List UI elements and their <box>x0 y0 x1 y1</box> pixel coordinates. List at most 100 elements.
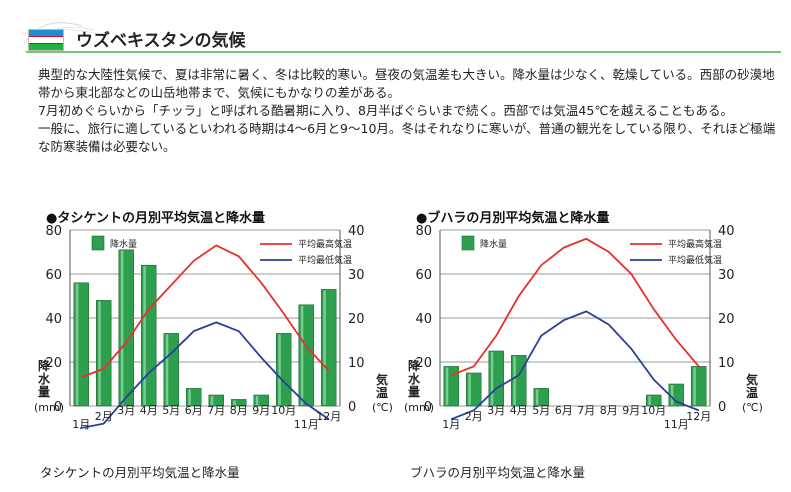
uzbekistan-flag-icon <box>28 29 64 51</box>
left-axis-label-char: 水 <box>38 371 51 386</box>
legend-min-label: 平均最低気温 <box>668 254 722 266</box>
month-label: 1月 <box>72 418 90 431</box>
right-axis-unit: (℃) <box>372 401 393 414</box>
right-tick-label: 20 <box>348 312 365 327</box>
left-tick-label: 60 <box>415 268 432 283</box>
left-axis-unit: (mm) <box>404 401 434 414</box>
month-label: 12月 <box>686 410 711 423</box>
right-tick-label: 20 <box>718 312 735 327</box>
page-title: ウズベキスタンの気候 <box>76 31 246 51</box>
month-label: 6月 <box>555 404 573 417</box>
tashkent-chart-caption: タシケントの月別平均気温と降水量 <box>40 465 240 480</box>
precipitation-bar-highlight <box>188 389 191 405</box>
precipitation-bar <box>231 399 247 407</box>
min-temperature-line <box>81 321 330 429</box>
precipitation-bar-highlight <box>233 400 236 405</box>
month-label: 7月 <box>207 404 225 417</box>
bukhara-climate-chart: ●ブハラの月別平均気温と降水量 0 20 40 60 80 0 10 20 30 40 1月 2月 3月 4… <box>404 210 763 431</box>
section-header: ウズベキスタンの気候 <box>22 20 782 52</box>
precipitation-bar <box>253 394 269 407</box>
precipitation-bar-highlight <box>445 367 449 405</box>
month-label: 11月 <box>294 418 319 431</box>
legend-bar-label: 降水量 <box>110 238 137 250</box>
month-label: 8月 <box>230 404 248 417</box>
title-divider <box>26 51 781 53</box>
left-tick-label: 40 <box>45 312 62 327</box>
left-axis-label-char: 量 <box>408 385 420 399</box>
month-label: 10月 <box>641 404 666 417</box>
precipitation-bar-highlight <box>210 396 214 405</box>
left-tick-label: 60 <box>45 268 62 283</box>
precipitation-bar-highlight <box>120 250 124 405</box>
month-label: 4月 <box>140 404 158 417</box>
max-temperature-line <box>80 244 330 379</box>
precipitation-bar-highlight <box>468 374 471 405</box>
month-label: 5月 <box>162 404 180 417</box>
precipitation-bar-highlight <box>143 266 146 405</box>
precipitation-bar-highlight <box>255 396 259 405</box>
description-paragraph: 一般に、旅行に適しているといわれる時期は4〜6月と9〜10月。冬はそれなりに寒い… <box>38 121 776 154</box>
description: 典型的な大陸性気候で、夏は非常に暑く、冬は比較的寒い。昼夜の気温差も大きい。降水… <box>38 66 783 156</box>
precipitation-bar-highlight <box>75 283 79 405</box>
left-axis-unit: (mm) <box>34 401 64 414</box>
right-tick-label: 10 <box>718 356 735 371</box>
right-axis-label-char: 温 <box>746 386 758 400</box>
min-temperature-line <box>450 310 700 421</box>
left-tick-label: 20 <box>45 356 62 371</box>
right-axis-label-char: 気 <box>376 372 388 387</box>
month-label: 6月 <box>185 404 203 417</box>
precipitation-bar-highlight <box>535 389 539 405</box>
month-label: 2月 <box>465 410 483 423</box>
month-label: 8月 <box>600 404 618 417</box>
left-tick-label: 40 <box>415 312 432 327</box>
precipitation-bar <box>208 394 224 407</box>
month-label: 10月 <box>271 404 296 417</box>
precipitation-bar-highlight <box>323 290 326 405</box>
legend-min-label: 平均最低気温 <box>298 254 352 266</box>
right-axis-unit: (℃) <box>742 401 763 414</box>
chart-title: ●タシケントの月別平均気温と降水量 <box>46 210 265 226</box>
right-tick-label: 40 <box>348 224 365 239</box>
precipitation-bar-highlight <box>300 305 304 405</box>
precipitation-bar-highlight <box>670 385 674 405</box>
left-axis-label-char: 降 <box>38 358 51 373</box>
left-tick-label: 80 <box>415 224 432 239</box>
month-label: 5月 <box>532 404 550 417</box>
left-axis-label-char: 水 <box>408 371 421 386</box>
left-axis-label-char: 降 <box>408 358 421 373</box>
month-label: 2月 <box>95 410 113 423</box>
precipitation-bar-highlight <box>98 301 101 405</box>
right-tick-label: 0 <box>718 400 726 415</box>
description-paragraph: 典型的な大陸性気候で、夏は非常に暑く、冬は比較的寒い。昼夜の気温差も大きい。降水… <box>38 67 775 100</box>
chart-title: ●ブハラの月別平均気温と降水量 <box>416 210 609 226</box>
precipitation-bar <box>646 394 662 407</box>
month-label: 11月 <box>664 418 689 431</box>
precipitation-bar-highlight <box>648 396 651 405</box>
month-label: 3月 <box>487 404 505 417</box>
right-axis-label-char: 温 <box>376 386 388 400</box>
month-label: 7月 <box>577 404 595 417</box>
right-tick-label: 0 <box>348 400 356 415</box>
right-axis-label-char: 気 <box>746 372 758 387</box>
tashkent-climate-chart: ●タシケントの月別平均気温と降水量 0 20 40 60 80 0 10 20 30 40 1月 2月 3… <box>34 210 393 431</box>
precipitation-bar-highlight <box>165 334 169 405</box>
description-paragraph: 7月初めぐらいから「チッラ」と呼ばれる酷暑期に入り、8月半ばぐらいまで続く。西部… <box>38 103 733 118</box>
left-tick-label: 0 <box>424 400 432 415</box>
legend-max-label: 平均最高気温 <box>668 238 722 250</box>
right-tick-label: 40 <box>718 224 735 239</box>
left-tick-label: 0 <box>54 400 62 415</box>
legend-bar-swatch <box>91 235 105 251</box>
month-label: 9月 <box>252 404 270 417</box>
precipitation-bar-highlight <box>490 352 494 405</box>
left-tick-label: 20 <box>415 356 432 371</box>
max-temperature-line <box>450 237 700 377</box>
precipitation-bar-highlight <box>278 334 281 405</box>
precipitation-bar-highlight <box>513 356 516 405</box>
month-label: 4月 <box>510 404 528 417</box>
right-tick-label: 30 <box>348 268 365 283</box>
bukhara-chart-caption: ブハラの月別平均気温と降水量 <box>410 465 586 480</box>
precipitation-bar-highlight <box>693 367 696 405</box>
month-label: 1月 <box>442 418 460 431</box>
legend-bar-label: 降水量 <box>480 238 507 250</box>
legend-bar-swatch <box>461 235 475 251</box>
